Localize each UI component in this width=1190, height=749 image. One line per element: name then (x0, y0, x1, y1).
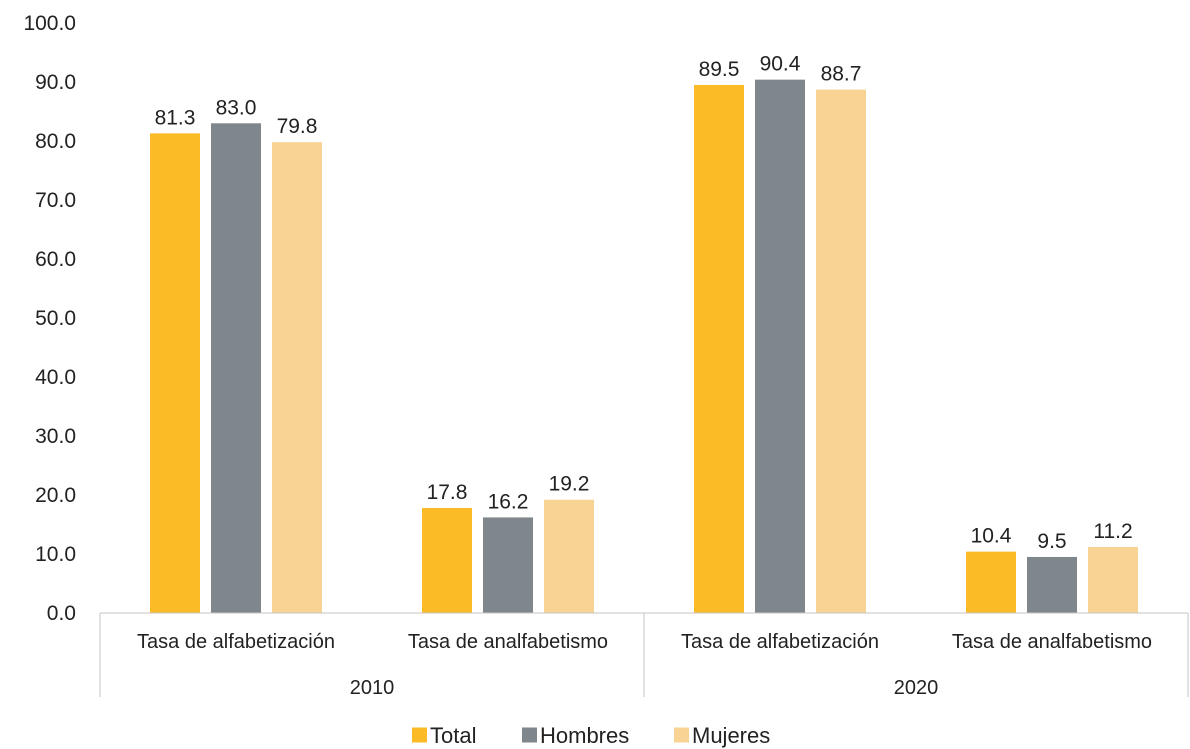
data-label: 17.8 (427, 481, 468, 504)
x-category-label: Tasa de analfabetismo (408, 631, 608, 653)
x-group-label: 2010 (350, 677, 395, 699)
bar (211, 123, 261, 614)
bar (422, 507, 472, 613)
data-label: 16.2 (488, 490, 529, 513)
bar (483, 517, 533, 613)
data-label: 89.5 (699, 58, 740, 81)
y-tick-label: 70.0 (35, 189, 76, 212)
legend-swatch (674, 727, 689, 743)
data-label: 79.8 (277, 115, 318, 138)
data-label: 11.2 (1093, 520, 1132, 543)
data-label: 81.3 (155, 106, 196, 129)
legend-swatch (412, 727, 427, 743)
legend-label: Hombres (540, 723, 629, 748)
bar (694, 84, 744, 613)
legend: Total Hombres Mujeres (412, 723, 770, 748)
y-tick-label: 60.0 (35, 248, 76, 271)
y-tick-label: 100.0 (23, 12, 76, 35)
bar (755, 79, 805, 613)
data-label: 10.4 (971, 525, 1012, 548)
bars (150, 79, 1138, 614)
legend-swatch (522, 727, 537, 743)
bar (1088, 546, 1138, 613)
legend-label: Mujeres (692, 723, 770, 748)
y-tick-label: 10.0 (35, 543, 76, 566)
y-tick-label: 90.0 (35, 71, 76, 94)
data-label: 19.2 (549, 473, 590, 496)
bar (966, 551, 1016, 613)
y-tick-label: 50.0 (35, 307, 76, 330)
y-axis: 0.0 10.0 20.0 30.0 40.0 50.0 60.0 70.0 80.0 90.0 1… (23, 12, 76, 625)
y-tick-label: 30.0 (35, 425, 76, 448)
bar (150, 133, 200, 613)
bar (272, 142, 322, 613)
data-label: 83.0 (216, 96, 257, 119)
bar (544, 499, 594, 613)
legend-label: Total (430, 723, 476, 748)
data-label: 88.7 (821, 63, 862, 86)
x-category-label: Tasa de analfabetismo (952, 631, 1152, 653)
x-category-label: Tasa de alfabetización (137, 631, 335, 653)
data-label: 9.5 (1037, 530, 1066, 553)
bar (816, 89, 866, 614)
y-tick-label: 40.0 (35, 366, 76, 389)
y-tick-label: 20.0 (35, 484, 76, 507)
y-tick-label: 80.0 (35, 130, 76, 153)
x-axis: Tasa de alfabetización Tasa de analfabeti… (99, 612, 1189, 699)
y-tick-label: 0.0 (47, 602, 76, 625)
x-category-label: Tasa de alfabetización (681, 631, 879, 653)
data-label: 90.4 (760, 53, 801, 76)
data-labels: 81.3 83.0 79.8 17.8 16.2 19.2 89.5 90.4 88.7 10.4… (155, 53, 1133, 553)
x-group-label: 2020 (894, 677, 939, 699)
bar (1027, 556, 1077, 613)
